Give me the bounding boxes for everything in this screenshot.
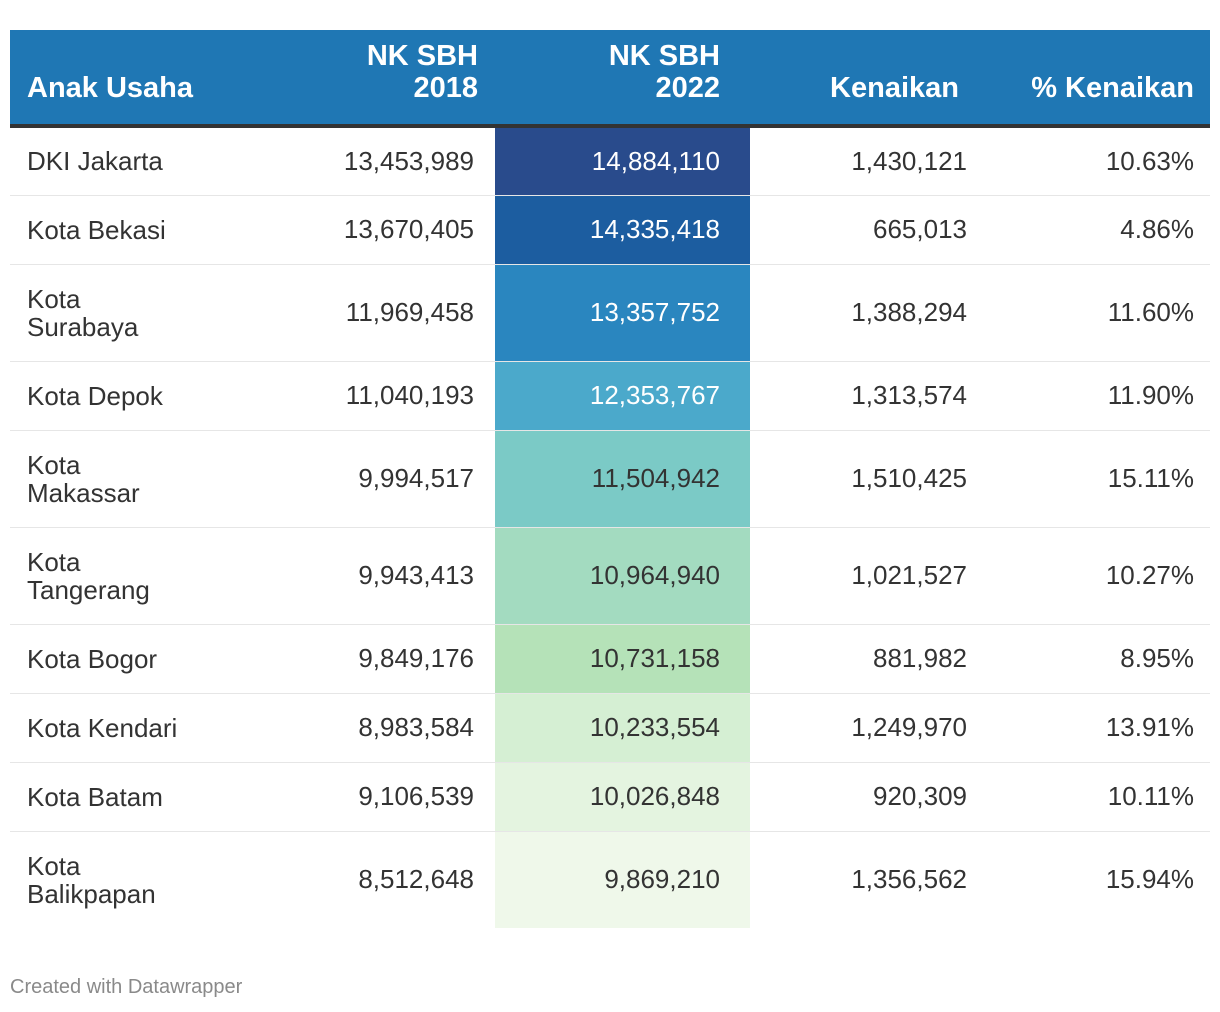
table-row: Kota Batam 9,106,539 10,026,848 920,309 10.1… (10, 762, 1210, 831)
cell-anak-usaha-line: Balikpapan (27, 878, 156, 909)
cell-anak-usaha-line: DKI Jakarta (27, 146, 163, 177)
cell-nk-sbh-2022: 11,504,942 (495, 430, 750, 527)
cell-nk-sbh-2018: 13,453,989 (343, 145, 474, 176)
cell-nk-sbh-2022: 10,731,158 (495, 624, 750, 693)
cell-kenaikan: 1,021,527 (851, 560, 967, 590)
cell-nk-sbh-2018: 9,106,539 (358, 781, 474, 811)
cell-anak-usaha-line: Kota Depok (27, 380, 163, 411)
header-anak-usaha: Anak Usaha (10, 30, 250, 126)
cell-nk-sbh-2022: 10,026,848 (495, 762, 750, 831)
table-row: Kota Balikpapan 8,512,648 9,869,210 1,356,56… (10, 831, 1210, 928)
cell-pct-kenaikan: 15.11% (1107, 463, 1194, 493)
cell-kenaikan: 1,356,562 (851, 864, 967, 895)
cell-nk-sbh-2022: 10,233,554 (495, 693, 750, 762)
table-row: DKI Jakarta 13,453,989 14,884,110 1,430,121… (10, 126, 1210, 195)
cell-kenaikan: 1,510,425 (851, 463, 967, 493)
cell-pct-kenaikan: 8.95% (1120, 643, 1194, 673)
header-nk-sbh-2022: NK SBH 2022 (495, 30, 750, 126)
cell-kenaikan: 881,982 (873, 643, 967, 673)
header-anak-usaha-line: Anak Usaha (27, 72, 194, 104)
cell-kenaikan: 1,430,121 (851, 145, 967, 176)
header-pct-kenaikan-line: % Kenaikan (1031, 72, 1194, 104)
cell-nk-sbh-2018: 11,969,458 (345, 297, 474, 327)
cell-kenaikan: 1,388,294 (851, 297, 967, 327)
table-row: Kota Depok 11,040,193 12,353,767 1,313,574 1… (10, 361, 1210, 430)
cell-anak-usaha-line: Kota (27, 283, 81, 314)
cell-pct-kenaikan: 10.63% (1105, 145, 1194, 176)
cell-kenaikan: 1,249,970 (851, 712, 967, 742)
cell-pct-kenaikan: 11.60% (1107, 297, 1194, 327)
header-nk-sbh-2018: NK SBH 2018 (250, 30, 495, 126)
cell-nk-sbh-2018: 8,512,648 (358, 864, 474, 895)
table-row: Kota Kendari 8,983,584 10,233,554 1,249,970… (10, 693, 1210, 762)
cell-anak-usaha-line: Kota Bogor (27, 643, 158, 674)
header-nk-sbh-2022-line-1: NK SBH (608, 40, 720, 72)
data-table-container: Anak Usaha NK SBH 2018 NK SBH 2022 Kenai… (10, 30, 1210, 928)
cell-anak-usaha: Kota Bekasi (10, 195, 250, 264)
header-nk-sbh-2022-line-2: 2022 (655, 72, 720, 104)
cell-nk-sbh-2018: 9,943,413 (358, 560, 474, 590)
cell-anak-usaha: Kota Kendari (10, 693, 250, 762)
header-nk-sbh-2018-line-1: NK SBH (366, 40, 478, 72)
cell-nk-sbh-2018: 11,040,193 (345, 380, 474, 410)
cell-anak-usaha-line: Kota (27, 449, 81, 480)
cell-nk-sbh-2022: 13,357,752 (495, 264, 750, 361)
cell-anak-usaha: Kota Makassar (10, 430, 250, 527)
cell-anak-usaha: Kota Tangerang (10, 527, 250, 624)
table-row: Kota Surabaya 11,969,458 13,357,752 1,388,29… (10, 264, 1210, 361)
table-row: Kota Bekasi 13,670,405 14,335,418 665,013 4.… (10, 195, 1210, 264)
cell-kenaikan: 920,309 (873, 781, 967, 811)
cell-kenaikan: 665,013 (873, 214, 967, 244)
table-row: Kota Tangerang 9,943,413 10,964,940 1,021,52… (10, 527, 1210, 624)
cell-nk-sbh-2022: 9,869,210 (495, 831, 750, 928)
cell-anak-usaha: Kota Balikpapan (10, 831, 250, 928)
header-row: Anak Usaha NK SBH 2018 NK SBH 2022 Kenai… (10, 30, 1210, 126)
cell-nk-sbh-2022: 12,353,767 (495, 361, 750, 430)
cell-nk-sbh-2018: 8,983,584 (358, 712, 474, 742)
data-table: Anak Usaha NK SBH 2018 NK SBH 2022 Kenai… (10, 30, 1210, 928)
cell-anak-usaha-line: Kota Kendari (27, 712, 178, 743)
cell-anak-usaha-line: Tangerang (27, 574, 150, 605)
cell-anak-usaha-line: Kota Bekasi (27, 214, 166, 245)
cell-anak-usaha-line: Surabaya (27, 311, 139, 342)
cell-pct-kenaikan: 15.94% (1105, 864, 1194, 895)
cell-anak-usaha-line: Makassar (27, 477, 140, 508)
datawrapper-credit: Created with Datawrapper (10, 976, 243, 998)
table-header: Anak Usaha NK SBH 2018 NK SBH 2022 Kenai… (10, 30, 1210, 126)
table-body: DKI Jakarta 13,453,989 14,884,110 1,430,121… (10, 126, 1210, 928)
cell-nk-sbh-2022: 10,964,940 (495, 527, 750, 624)
cell-anak-usaha: Kota Depok (10, 361, 250, 430)
table-row: Kota Makassar 9,994,517 11,504,942 1,510,425… (10, 430, 1210, 527)
cell-anak-usaha: Kota Bogor (10, 624, 250, 693)
cell-nk-sbh-2022: 14,335,418 (495, 195, 750, 264)
header-nk-sbh-2018-line-2: 2018 (413, 72, 478, 104)
header-kenaikan-line: Kenaikan (830, 72, 959, 104)
cell-pct-kenaikan: 10.27% (1105, 560, 1194, 590)
cell-anak-usaha: Kota Batam (10, 762, 250, 831)
cell-anak-usaha-line: Kota (27, 546, 81, 577)
cell-anak-usaha: DKI Jakarta (10, 126, 250, 195)
cell-pct-kenaikan: 13.91% (1105, 712, 1194, 742)
cell-pct-kenaikan: 10.11% (1107, 781, 1194, 811)
cell-pct-kenaikan: 4.86% (1120, 214, 1194, 244)
cell-anak-usaha-line: Kota (27, 850, 81, 881)
table-row: Kota Bogor 9,849,176 10,731,158 881,982 8.95… (10, 624, 1210, 693)
cell-anak-usaha: Kota Surabaya (10, 264, 250, 361)
header-pct-kenaikan: % Kenaikan (975, 30, 1210, 126)
cell-pct-kenaikan: 11.90% (1107, 380, 1194, 410)
cell-nk-sbh-2022: 14,884,110 (495, 126, 750, 195)
cell-anak-usaha-line: Kota Batam (27, 781, 163, 812)
cell-kenaikan: 1,313,574 (851, 380, 967, 410)
header-kenaikan: Kenaikan (750, 30, 975, 126)
cell-nk-sbh-2018: 9,849,176 (358, 643, 474, 673)
cell-nk-sbh-2018: 13,670,405 (343, 214, 474, 244)
cell-nk-sbh-2018: 9,994,517 (358, 463, 474, 493)
